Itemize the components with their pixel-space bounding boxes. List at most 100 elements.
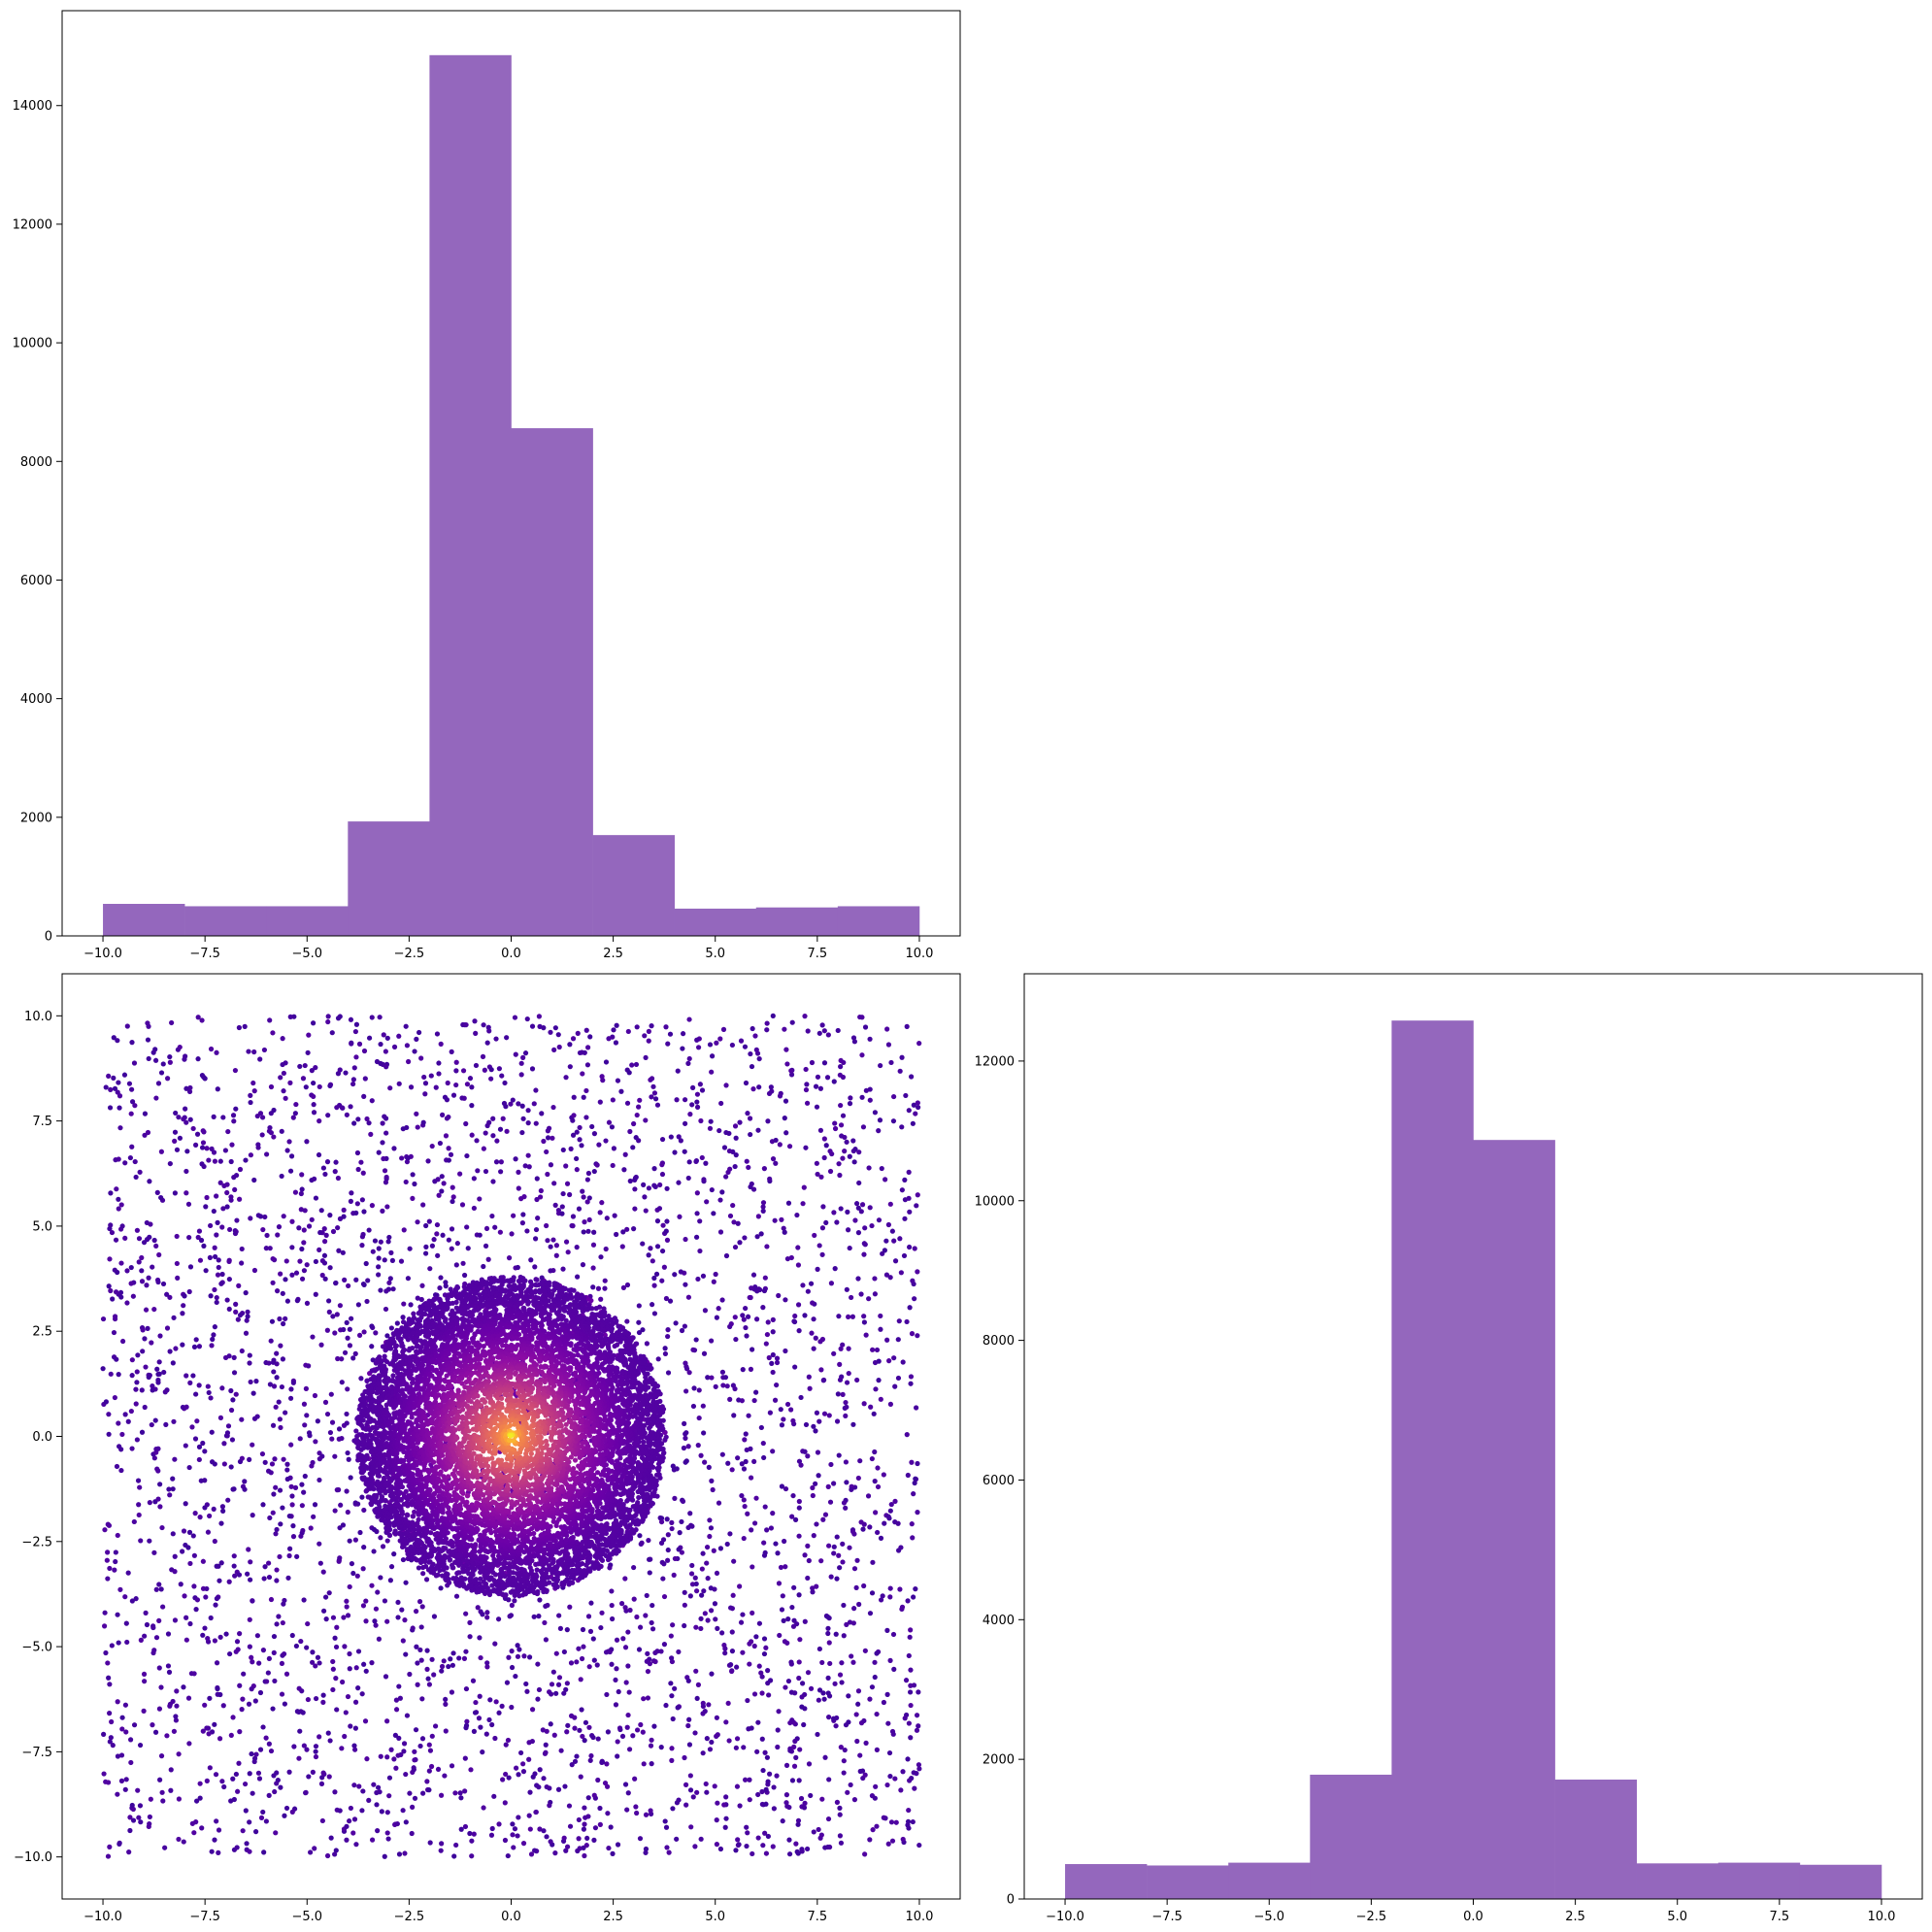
scatter-point bbox=[270, 1422, 277, 1428]
scatter-point bbox=[219, 1779, 225, 1784]
scatter-point bbox=[564, 1181, 571, 1186]
scatter-point bbox=[341, 1214, 347, 1219]
scatter-point bbox=[878, 1535, 884, 1541]
scatter-point bbox=[839, 1680, 845, 1685]
scatter-point bbox=[315, 1654, 321, 1660]
scatter-point bbox=[541, 1776, 547, 1782]
scatter-point bbox=[187, 1560, 193, 1567]
scatter-point bbox=[313, 1753, 319, 1760]
scatter-point bbox=[304, 1413, 310, 1418]
scatter-point bbox=[584, 1062, 591, 1068]
scatter-point bbox=[735, 1455, 741, 1461]
scatter-point bbox=[867, 1205, 873, 1211]
scatter-point bbox=[722, 1824, 728, 1830]
scatter-point bbox=[909, 1331, 916, 1337]
scatter-point bbox=[549, 1691, 554, 1697]
scatter-point bbox=[193, 1391, 199, 1397]
scatter-point bbox=[571, 1113, 577, 1118]
scatter-point bbox=[555, 1786, 562, 1792]
scatter-point bbox=[574, 1155, 580, 1162]
scatter-point bbox=[570, 1117, 576, 1123]
scatter-point bbox=[330, 1615, 337, 1620]
scatter-point bbox=[751, 1397, 757, 1404]
scatter-point bbox=[851, 1797, 858, 1803]
scatter-point bbox=[741, 1466, 748, 1472]
scatter-point bbox=[350, 1570, 356, 1577]
scatter-point bbox=[196, 1382, 202, 1388]
scatter-point bbox=[350, 1077, 356, 1083]
scatter-point bbox=[911, 1491, 916, 1497]
scatter-point bbox=[450, 1184, 455, 1190]
scatter-point bbox=[897, 1236, 903, 1242]
scatter-point bbox=[459, 1202, 466, 1208]
scatter-point bbox=[867, 1837, 873, 1843]
scatter-point bbox=[176, 1836, 182, 1843]
scatter-point bbox=[152, 1057, 159, 1063]
scatter-point bbox=[217, 1415, 224, 1420]
scatter-point bbox=[187, 1084, 193, 1091]
scatter-point bbox=[764, 1527, 770, 1533]
scatter-point bbox=[443, 1701, 449, 1707]
scatter-point bbox=[153, 1243, 159, 1249]
scatter-point bbox=[219, 1504, 226, 1510]
scatter-point bbox=[523, 1681, 529, 1687]
scatter-point bbox=[705, 1617, 711, 1623]
scatter-point bbox=[765, 1668, 771, 1674]
scatter-point bbox=[353, 1842, 359, 1848]
scatter-point bbox=[471, 1205, 477, 1212]
scatter-point bbox=[317, 1229, 323, 1236]
scatter-point bbox=[640, 1729, 646, 1735]
scatter-point bbox=[646, 1537, 651, 1544]
scatter-point bbox=[106, 1283, 112, 1289]
scatter-point bbox=[770, 1511, 776, 1516]
scatter-point bbox=[569, 1762, 575, 1768]
scatter-point bbox=[283, 1277, 288, 1282]
scatter-point bbox=[907, 1305, 913, 1311]
scatter-point bbox=[170, 1476, 176, 1482]
scatter-point bbox=[555, 1207, 562, 1214]
scatter-point bbox=[298, 1533, 304, 1539]
scatter-point bbox=[336, 1558, 342, 1564]
scatter-point bbox=[345, 1509, 350, 1516]
scatter-point bbox=[216, 1849, 221, 1855]
scatter-point bbox=[375, 1589, 381, 1595]
scatter-point bbox=[329, 1030, 335, 1036]
scatter-point bbox=[103, 1084, 109, 1090]
scatter-point bbox=[513, 1156, 518, 1162]
scatter-point bbox=[311, 1102, 316, 1108]
scatter-point bbox=[654, 1218, 661, 1224]
scatter-point bbox=[278, 1075, 283, 1081]
scatter-point bbox=[723, 1083, 729, 1088]
scatter-point bbox=[717, 1036, 723, 1042]
scatter-point bbox=[368, 1131, 374, 1137]
scatter-point bbox=[201, 1243, 207, 1249]
scatter-point bbox=[325, 1113, 331, 1118]
scatter-point bbox=[752, 1033, 758, 1039]
scatter-point bbox=[566, 1803, 573, 1809]
scatter-point bbox=[124, 1300, 130, 1306]
scatter-point bbox=[862, 1648, 868, 1653]
scatter-point bbox=[818, 1174, 824, 1180]
scatter-point bbox=[524, 1688, 530, 1694]
scatter-point bbox=[863, 1332, 869, 1338]
scatter-point bbox=[139, 1279, 146, 1284]
scatter-point bbox=[779, 1422, 785, 1428]
scatter-point bbox=[302, 1422, 308, 1428]
scatter-point bbox=[218, 1560, 224, 1566]
scatter-point bbox=[850, 1138, 856, 1144]
scatter-point bbox=[753, 1495, 759, 1501]
scatter-point bbox=[181, 1303, 186, 1309]
scatter-point bbox=[524, 1016, 530, 1022]
scatter-point bbox=[502, 1080, 508, 1086]
scatter-point bbox=[832, 1125, 839, 1132]
scatter-point bbox=[187, 1380, 193, 1385]
scatter-point bbox=[720, 1382, 726, 1388]
scatter-point bbox=[683, 1782, 689, 1787]
scatter-point bbox=[139, 1387, 145, 1393]
scatter-point bbox=[423, 1222, 429, 1229]
scatter-point bbox=[699, 1592, 705, 1598]
scatter-point bbox=[133, 1401, 139, 1407]
scatter-point bbox=[173, 1346, 179, 1351]
scatter-point bbox=[473, 1030, 479, 1036]
